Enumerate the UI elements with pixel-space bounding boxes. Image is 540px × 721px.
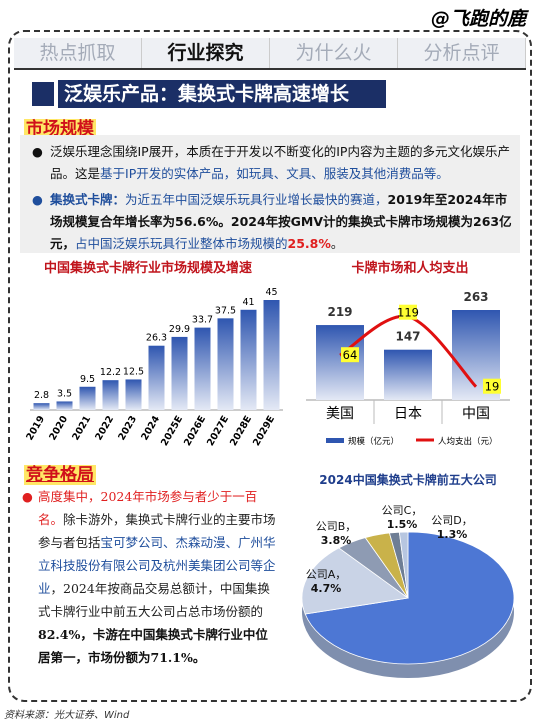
text-run: 高度集中，2024年市场参与者少于一百名。 (38, 489, 258, 527)
text-run: 集换式卡牌： (50, 192, 126, 207)
bar (384, 349, 432, 400)
category-label: 公司A， (306, 568, 347, 581)
x-tick-label: 美国 (326, 406, 354, 422)
value-label: 2.8 (34, 390, 49, 401)
tab: 热点抓取 (14, 38, 142, 68)
bar-chart: 中国集换式卡牌行业市场规模及增速 2.8 2019 3.5 2020 9.5 2021 12.… (24, 260, 283, 448)
bar (194, 327, 211, 410)
text-run: ，2024年按商品交易总额计，中国集换式卡牌行业中前五大公司占总市场份额的 (38, 581, 270, 619)
value-label: 4.7% (311, 582, 342, 595)
value-label: 1.3% (437, 528, 468, 541)
bar (217, 318, 234, 410)
category-label: 公司B， (316, 520, 357, 533)
x-tick-label: 2019 (24, 414, 47, 442)
title-marker (32, 82, 54, 106)
x-tick-label: 2021 (70, 414, 93, 442)
value-label: 19 (485, 380, 500, 394)
value-label: 3.8% (321, 534, 352, 547)
value-label: 33.7 (192, 315, 213, 326)
combo-chart: 卡牌市场和人均支出 219 美国 147 日本 263 中国 64 119 19 规模（亿元） 人均支… (306, 260, 510, 447)
legend-label: 规模（亿元） (348, 436, 399, 447)
tab: 分析点评 (398, 38, 526, 68)
text-run: 。 (330, 236, 344, 251)
label-bg (399, 304, 417, 320)
category-label: 公司D， (431, 514, 472, 527)
value-label: 9.5 (80, 374, 95, 385)
bullet-dot: ● (32, 144, 43, 159)
value-label: 64 (343, 348, 358, 362)
text-run: 占中国泛娱乐玩具行业整体市场规模的 (75, 236, 288, 251)
legend-label: 人均支出（元） (438, 436, 498, 447)
text-run: 宝可梦公司、杰森动漫、广州华立科技股份有限公司及杭州美集团公司等企业 (38, 535, 276, 596)
bar (33, 403, 50, 410)
x-tick-label: 中国 (462, 406, 490, 422)
paragraph: ● 高度集中，2024年市场参与者少于一百名。除卡游外，集换式卡牌行业的主要市场参… (20, 485, 288, 669)
bullet-dot: ● (32, 192, 43, 207)
bar (56, 401, 73, 410)
chart-title: 2024中国集换式卡牌前五大公司 (319, 472, 496, 487)
text-run: 82.4% (38, 627, 81, 642)
label-bg (483, 378, 501, 394)
bar (102, 380, 119, 410)
value-label: 263 (463, 290, 488, 304)
chart-title: 卡牌市场和人均支出 (351, 260, 468, 276)
value-label: 147 (395, 330, 420, 344)
value-label: 119 (397, 306, 419, 320)
section-title: 泛娱乐产品：集换式卡牌高速增长 (58, 80, 386, 108)
source: 资料来源：光大证券、Wind (4, 710, 130, 721)
text-run: 为近五年中国泛娱乐玩具行业增长最快的赛道， (125, 192, 388, 207)
tab: 行业探究 (142, 38, 270, 68)
frame (8, 30, 532, 702)
value-label: 3.5 (57, 388, 72, 399)
x-tick-label: 2020 (47, 414, 70, 443)
value-label: 12.2 (100, 367, 121, 378)
text-run: ，卡游在中国集换式卡牌行业中位居第一，市场份额为71.1%。 (38, 627, 268, 665)
bar (263, 300, 280, 410)
bullet: ● 高度集中，2024年市场参与者少于一百名。除卡游外，集换式卡牌行业的主要市场参… (20, 485, 288, 669)
text-run: 2019年至2024年市场规模复合年增长率为56.6%。2024年按GMV计的集… (50, 192, 512, 251)
bar (148, 345, 165, 410)
text-run: 基于IP开发的实体产品，如玩具、文具、服装及其他消费品等。 (100, 166, 449, 181)
bullet: ● 泛娱乐理念围绕IP展开，本质在于开发以不断变化的IP内容为主题的多元文化娱乐产… (20, 141, 520, 185)
tab-bar: 热点抓取 行业探究 为什么火 分析点评 (14, 38, 526, 70)
bar (316, 325, 364, 400)
value-label: 29.9 (169, 324, 190, 335)
label-bg (341, 347, 359, 363)
category-label: 公司C， (382, 504, 423, 517)
heading: 竞争格局 (24, 465, 96, 485)
bullet: ● 集换式卡牌：为近五年中国泛娱乐玩具行业增长最快的赛道，2019年至2024年市… (20, 189, 520, 255)
legend-swatch (326, 438, 344, 443)
bar (240, 309, 257, 410)
x-tick-label: 2024 (139, 414, 162, 443)
text-run: 泛娱乐理念围绕IP展开，本质在于开发以不断变化的IP内容为主题的多元文化娱乐产品… (50, 144, 510, 181)
text-run: 25.8% (287, 236, 331, 251)
bullet-dot: ● (22, 489, 33, 504)
pie-slice (304, 531, 515, 665)
bar (171, 336, 188, 410)
tab: 为什么火 (270, 38, 398, 68)
bullet-box: ● 泛娱乐理念围绕IP展开，本质在于开发以不断变化的IP内容为主题的多元文化娱乐产… (20, 135, 520, 253)
chart-title: 中国集换式卡牌行业市场规模及增速 (44, 260, 252, 276)
bar (125, 379, 142, 410)
bar (79, 386, 96, 410)
x-tick-label: 2023 (116, 414, 139, 442)
x-tick-label: 日本 (394, 406, 422, 422)
handle: @飞跑的鹿 (430, 8, 526, 30)
value-label: 12.5 (123, 366, 144, 377)
value-label: 37.5 (215, 305, 236, 316)
x-tick-label: 2022 (93, 414, 116, 442)
value-label: 41 (242, 297, 254, 308)
value-label: 45 (265, 287, 277, 298)
pie-slice (301, 547, 410, 615)
heading: 市场规模 (24, 119, 96, 139)
value-label: 26.3 (146, 333, 167, 344)
x-tick-label: 2029E (251, 414, 277, 448)
value-label: 1.5% (387, 518, 418, 531)
pie-chart: 2024中国集换式卡牌前五大公司卡游，71.1%公司A，4.7%公司B，3.8%… (301, 472, 515, 678)
value-label: 219 (327, 305, 352, 319)
pie-slice (398, 531, 409, 599)
text-run: 除卡游外，集换式卡牌行业的主要市场参与者包括 (38, 512, 276, 550)
